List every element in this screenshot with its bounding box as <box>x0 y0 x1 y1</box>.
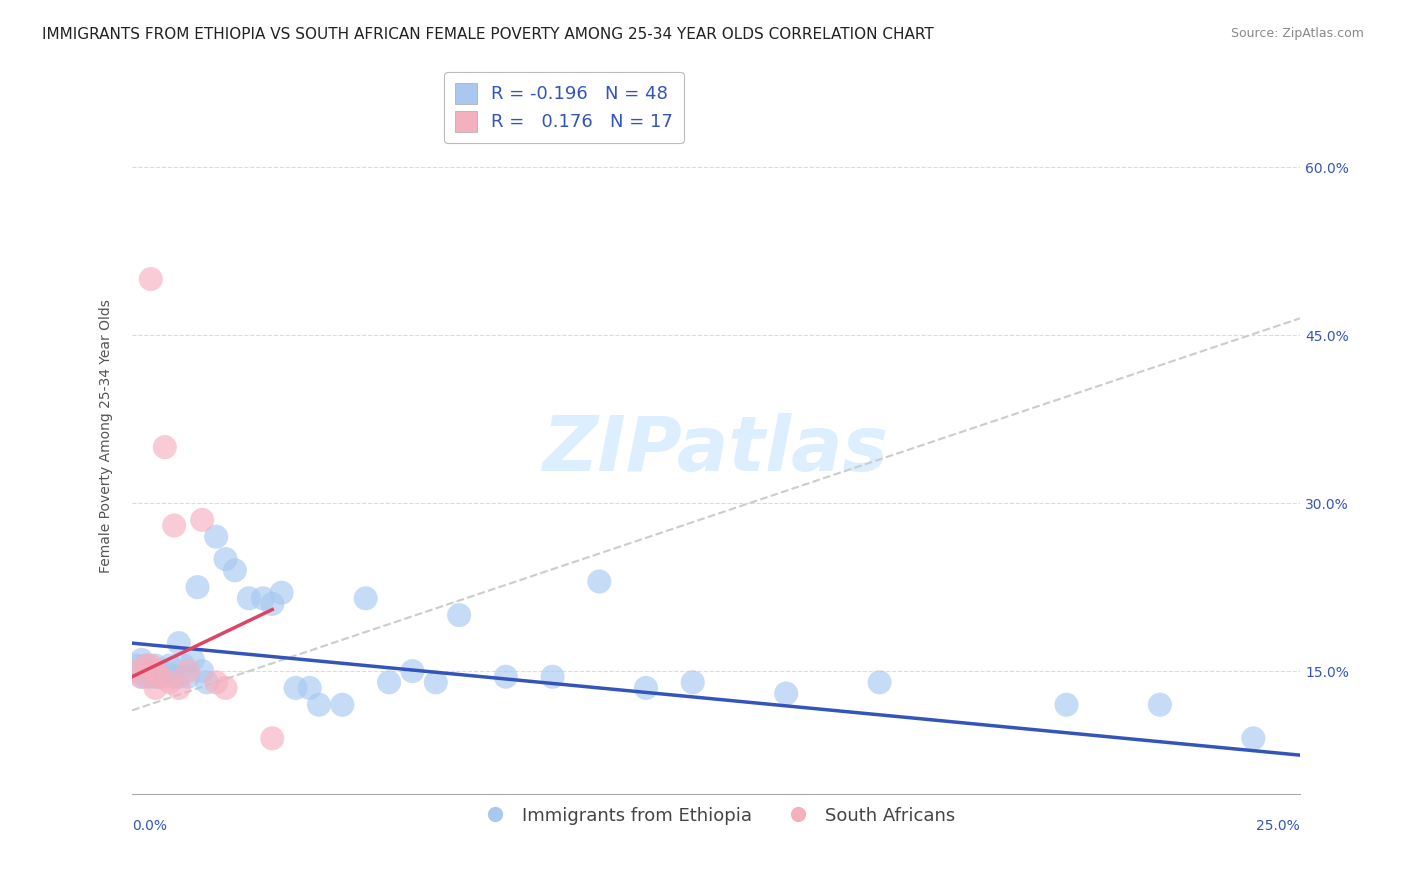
Point <box>167 670 190 684</box>
Point <box>1149 698 1171 712</box>
Point <box>149 670 172 684</box>
Point <box>775 687 797 701</box>
Point <box>125 658 148 673</box>
Point <box>238 591 260 606</box>
Point <box>224 563 246 577</box>
Point <box>135 658 157 673</box>
Point <box>682 675 704 690</box>
Point <box>159 658 181 673</box>
Point <box>163 670 186 684</box>
Point <box>139 664 162 678</box>
Point <box>145 658 167 673</box>
Point <box>541 670 564 684</box>
Point <box>149 664 172 678</box>
Point <box>191 513 214 527</box>
Point <box>139 658 162 673</box>
Point <box>125 664 148 678</box>
Point <box>1241 731 1264 746</box>
Point <box>354 591 377 606</box>
Point <box>131 670 153 684</box>
Text: 25.0%: 25.0% <box>1257 820 1301 833</box>
Point <box>205 530 228 544</box>
Point <box>131 670 153 684</box>
Point <box>869 675 891 690</box>
Text: ZIPatlas: ZIPatlas <box>543 413 889 487</box>
Point <box>145 664 167 678</box>
Legend: Immigrants from Ethiopia, South Africans: Immigrants from Ethiopia, South Africans <box>470 799 962 832</box>
Point <box>153 664 176 678</box>
Point <box>163 518 186 533</box>
Point <box>177 664 200 678</box>
Point <box>330 698 353 712</box>
Point <box>139 670 162 684</box>
Point <box>159 675 181 690</box>
Point <box>153 440 176 454</box>
Text: Source: ZipAtlas.com: Source: ZipAtlas.com <box>1230 27 1364 40</box>
Point <box>177 670 200 684</box>
Point <box>284 681 307 695</box>
Text: IMMIGRANTS FROM ETHIOPIA VS SOUTH AFRICAN FEMALE POVERTY AMONG 25-34 YEAR OLDS C: IMMIGRANTS FROM ETHIOPIA VS SOUTH AFRICA… <box>42 27 934 42</box>
Point <box>449 608 471 623</box>
Point <box>149 670 172 684</box>
Point <box>195 675 218 690</box>
Point <box>308 698 330 712</box>
Point <box>634 681 657 695</box>
Point <box>167 636 190 650</box>
Point <box>181 653 204 667</box>
Point <box>425 675 447 690</box>
Point <box>262 731 284 746</box>
Point <box>270 585 292 599</box>
Text: 0.0%: 0.0% <box>132 820 167 833</box>
Point <box>145 681 167 695</box>
Point <box>205 675 228 690</box>
Point <box>186 580 208 594</box>
Point <box>135 670 157 684</box>
Point <box>191 664 214 678</box>
Point <box>378 675 401 690</box>
Point <box>588 574 610 589</box>
Point <box>139 272 162 286</box>
Point <box>252 591 274 606</box>
Point <box>262 597 284 611</box>
Point <box>131 653 153 667</box>
Point <box>298 681 321 695</box>
Point <box>173 658 195 673</box>
Point <box>401 664 423 678</box>
Point <box>135 658 157 673</box>
Point <box>145 670 167 684</box>
Point <box>495 670 517 684</box>
Y-axis label: Female Poverty Among 25-34 Year Olds: Female Poverty Among 25-34 Year Olds <box>100 299 114 573</box>
Point <box>214 681 236 695</box>
Point <box>1056 698 1078 712</box>
Point <box>214 552 236 566</box>
Point <box>167 681 190 695</box>
